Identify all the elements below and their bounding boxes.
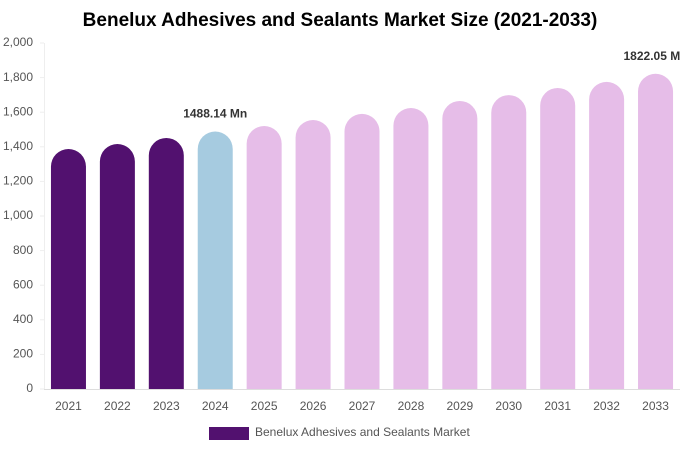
- value-label: 1488.14 Mn: [183, 107, 247, 121]
- y-tick-label: 0: [26, 381, 33, 395]
- y-tick-label: 1,600: [3, 104, 33, 118]
- bar: [246, 126, 282, 389]
- x-tick-label: 2023: [153, 399, 180, 413]
- x-tick-label: 2022: [104, 399, 131, 413]
- y-tick-label: 2,000: [3, 35, 33, 49]
- bar: [99, 144, 135, 389]
- x-tick-label: 2031: [544, 399, 571, 413]
- x-tick-label: 2026: [300, 399, 327, 413]
- y-tick-label: 600: [13, 277, 33, 291]
- x-tick-label: 2033: [642, 399, 669, 413]
- bar: [148, 137, 184, 389]
- x-tick-label: 2021: [55, 399, 82, 413]
- y-tick-label: 1,000: [3, 208, 33, 222]
- bar: [442, 100, 478, 389]
- x-tick-label: 2025: [251, 399, 278, 413]
- value-label: 1822.05 Mn: [624, 49, 680, 63]
- x-tick-label: 2030: [495, 399, 522, 413]
- bar: [638, 73, 674, 390]
- bar: [491, 95, 527, 389]
- y-tick-label: 1,400: [3, 139, 33, 153]
- x-tick-label: 2024: [202, 399, 229, 413]
- x-tick-label: 2027: [349, 399, 376, 413]
- legend-swatch: [209, 427, 249, 440]
- bar: [589, 81, 625, 390]
- x-tick-label: 2029: [446, 399, 473, 413]
- legend-label: Benelux Adhesives and Sealants Market: [255, 425, 470, 439]
- x-tick-label: 2028: [398, 399, 425, 413]
- bar: [295, 119, 331, 390]
- chart-title: Benelux Adhesives and Sealants Market Si…: [83, 10, 598, 31]
- y-tick-label: 400: [13, 312, 33, 326]
- bar: [50, 149, 86, 389]
- y-tick-label: 800: [13, 243, 33, 257]
- y-tick-label: 1,800: [3, 70, 33, 84]
- bar: [197, 131, 233, 390]
- y-tick-label: 1,200: [3, 174, 33, 188]
- bar: [393, 108, 429, 389]
- x-tick-label: 2032: [593, 399, 620, 413]
- y-tick-label: 200: [13, 347, 33, 361]
- bar: [540, 87, 576, 389]
- bar: [344, 113, 380, 389]
